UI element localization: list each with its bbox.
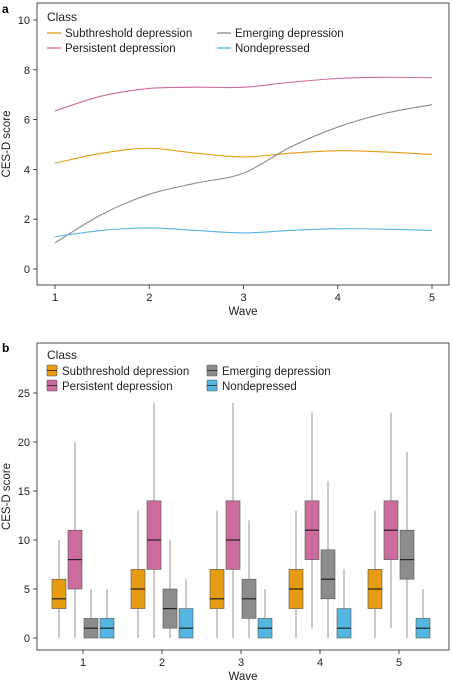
panel-a-y-axis-title: CES-D score	[1, 110, 13, 177]
iqr-box	[209, 569, 225, 609]
x-tick-label: 1	[80, 657, 86, 669]
panel-b-legend-title: Class	[47, 348, 77, 362]
x-tick-label: 4	[317, 657, 323, 669]
iqr-box	[399, 529, 415, 580]
boxplot-emerging-depression-wave-5	[399, 451, 415, 638]
boxplot-persistent-depression-wave-4	[304, 412, 320, 629]
panel-a-legend: Class Subthreshold depression Emerging de…	[47, 10, 344, 55]
boxplot-persistent-depression-wave-3	[225, 402, 241, 638]
boxplot-nondepressed-wave-4	[336, 569, 352, 639]
y-tick-label: 0	[24, 633, 30, 645]
legend-label-subthreshold-depression: Subthreshold depression	[62, 366, 189, 378]
panel-a-y-ticks: 0 2 4 6 8 10	[18, 15, 37, 276]
panel-b-y-ticks: 0 5 10 15 20 25	[18, 388, 37, 645]
boxplot-subthreshold-depression-wave-1	[51, 540, 67, 638]
y-tick-label: 2	[24, 214, 30, 226]
iqr-box	[51, 578, 67, 609]
x-tick-label: 3	[238, 657, 244, 669]
panel-a-series-lines	[54, 76, 433, 244]
panel-a-legend-title: Class	[47, 10, 77, 24]
y-tick-label: 20	[18, 437, 30, 449]
boxplot-nondepressed-wave-1	[99, 589, 115, 639]
y-tick-label: 4	[24, 164, 30, 176]
series-line-persistent-depression	[54, 76, 433, 112]
y-tick-label: 10	[18, 535, 30, 547]
boxplot-subthreshold-depression-wave-3	[209, 510, 225, 638]
iqr-box	[336, 608, 352, 639]
x-tick-label: 4	[335, 292, 341, 304]
x-tick-label: 1	[52, 292, 58, 304]
panel-label-b: b	[2, 341, 9, 355]
panel-a-x-axis-title: Wave	[229, 306, 258, 318]
y-tick-label: 6	[24, 115, 30, 127]
panel-label-a: a	[2, 2, 9, 16]
panel-a-x-ticks: 1 2 3 4 5	[52, 285, 435, 304]
legend-label-nondepressed: Nondepressed	[222, 381, 297, 393]
boxplot-subthreshold-depression-wave-4	[288, 510, 304, 638]
boxplot-subthreshold-depression-wave-2	[130, 510, 146, 638]
legend-label-persistent-depression: Persistent depression	[65, 43, 176, 55]
legend-label-persistent-depression: Persistent depression	[62, 381, 173, 393]
panel-b-x-ticks: 1 2 3 4 5	[80, 650, 402, 669]
y-tick-label: 0	[24, 264, 30, 276]
x-tick-label: 5	[396, 657, 402, 669]
y-tick-label: 5	[24, 584, 30, 596]
iqr-box	[320, 549, 336, 600]
boxplot-emerging-depression-wave-1	[83, 589, 99, 639]
panel-b-y-axis-title: CES-D score	[1, 463, 13, 530]
boxplot-persistent-depression-wave-1	[67, 442, 83, 638]
boxplot-emerging-depression-wave-2	[162, 540, 178, 638]
y-tick-label: 15	[18, 486, 30, 498]
boxplot-subthreshold-depression-wave-5	[367, 510, 383, 638]
y-tick-label: 10	[18, 15, 30, 27]
x-tick-label: 5	[429, 292, 435, 304]
series-line-nondepressed	[54, 227, 433, 238]
boxplot-emerging-depression-wave-3	[241, 520, 257, 638]
boxplot-nondepressed-wave-5	[415, 589, 431, 639]
panel-a-frame	[36, 2, 450, 286]
boxplot-nondepressed-wave-2	[178, 579, 194, 639]
panel-b-frame	[36, 342, 450, 651]
boxplot-persistent-depression-wave-5	[383, 412, 399, 629]
panel-b-x-axis-title: Wave	[229, 671, 258, 683]
panel-b-legend: Class Subthreshold depression Persistent …	[46, 348, 331, 393]
y-tick-label: 8	[24, 65, 30, 77]
iqr-box	[225, 500, 241, 570]
series-line-emerging-depression	[54, 104, 433, 244]
legend-label-subthreshold-depression: Subthreshold depression	[65, 28, 192, 40]
x-tick-label: 3	[240, 292, 246, 304]
y-tick-label: 25	[18, 388, 30, 400]
legend-label-emerging-depression: Emerging depression	[235, 28, 344, 40]
iqr-box	[146, 500, 162, 570]
boxplot-emerging-depression-wave-4	[320, 481, 336, 638]
panel-b-boxplots	[51, 402, 431, 639]
iqr-box	[178, 608, 194, 639]
series-line-subthreshold-depression	[54, 147, 433, 164]
boxplot-nondepressed-wave-3	[257, 589, 273, 639]
x-tick-label: 2	[146, 292, 152, 304]
boxplot-persistent-depression-wave-2	[146, 402, 162, 638]
panel-b-plot: 0 5 10 15 20 25 1 2 3 4 5 Class Subthreshold depr…	[1, 342, 450, 683]
legend-label-emerging-depression: Emerging depression	[222, 366, 331, 378]
legend-label-nondepressed: Nondepressed	[235, 43, 310, 55]
x-tick-label: 2	[159, 657, 165, 669]
